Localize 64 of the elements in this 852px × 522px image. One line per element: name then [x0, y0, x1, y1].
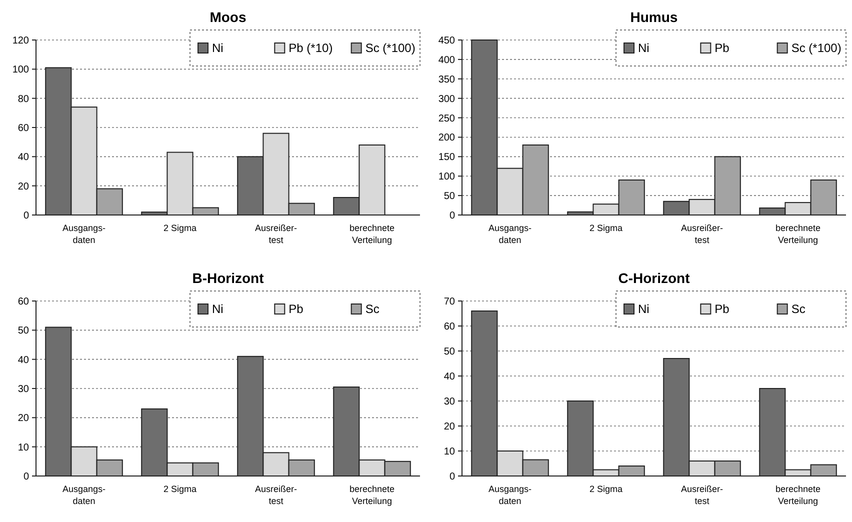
- y-tick-label: 50: [444, 191, 456, 202]
- y-tick-label: 250: [438, 113, 456, 124]
- y-tick-label: 50: [444, 346, 456, 358]
- y-tick-label: 0: [23, 210, 30, 222]
- legend-label: Sc (*100): [365, 41, 416, 56]
- legend-label: Pb: [714, 41, 730, 56]
- y-tick-label: 40: [18, 354, 30, 366]
- y-tick-label: 60: [444, 322, 456, 332]
- y-tick-label: 0: [23, 472, 30, 482]
- y-tick-label: 10: [18, 442, 30, 454]
- y-tick-label: 30: [18, 384, 30, 395]
- y-tick-label: 300: [438, 94, 456, 105]
- legend-label: Pb: [288, 302, 304, 316]
- y-tick-label: 400: [438, 54, 456, 66]
- y-tick-label: 60: [18, 123, 30, 134]
- x-tick-label: berechnete Verteilung: [349, 484, 395, 506]
- x-tick-label: Ausreißer- test: [680, 223, 724, 245]
- legend-label: Sc: [791, 302, 806, 316]
- x-tick-label: 2 Sigma: [589, 223, 623, 233]
- y-tick-label: 100: [12, 64, 30, 76]
- legend-label: Ni: [212, 41, 224, 56]
- y-tick-label: 0: [449, 210, 456, 222]
- legend-label: Sc: [365, 302, 380, 316]
- legend-label: Pb (*10): [288, 41, 333, 56]
- legend-label: Ni: [638, 302, 650, 316]
- x-tick-label: berechnete Verteilung: [349, 223, 395, 245]
- y-tick-label: 20: [18, 413, 30, 424]
- y-tick-label: 80: [18, 94, 30, 105]
- x-tick-label: 2 Sigma: [163, 223, 197, 233]
- x-tick-label: 2 Sigma: [163, 484, 197, 494]
- x-tick-label: Ausgangs- daten: [488, 484, 532, 506]
- y-tick-label: 200: [438, 132, 456, 144]
- y-tick-label: 120: [12, 36, 30, 46]
- legend-label: Ni: [638, 41, 650, 56]
- y-tick-label: 20: [18, 181, 30, 192]
- y-tick-label: 0: [449, 472, 456, 482]
- y-tick-label: 20: [444, 422, 456, 432]
- x-tick-label: berechnete Verteilung: [775, 484, 821, 506]
- x-tick-label: Ausgangs- daten: [62, 223, 106, 245]
- y-tick-label: 30: [444, 396, 456, 408]
- legend-label: Sc (*100): [791, 41, 842, 56]
- y-tick-label: 60: [18, 296, 30, 308]
- y-tick-label: 40: [18, 152, 30, 164]
- x-tick-label: Ausreißer- test: [254, 484, 298, 506]
- chart-title: Moos: [210, 9, 246, 25]
- chart-title: Humus: [630, 9, 678, 25]
- x-tick-label: Ausreißer- test: [680, 484, 724, 506]
- y-tick-label: 450: [438, 36, 456, 46]
- x-tick-label: Ausreißer- test: [254, 223, 298, 245]
- x-tick-label: Ausgangs- daten: [488, 223, 532, 245]
- x-tick-label: berechnete Verteilung: [775, 223, 821, 245]
- y-tick-label: 350: [438, 74, 456, 86]
- y-tick-label: 100: [438, 172, 456, 183]
- y-tick-label: 40: [444, 372, 456, 382]
- chart-title: C-Horizont: [618, 270, 690, 286]
- x-tick-label: Ausgangs- daten: [62, 484, 106, 506]
- chart-title: B-Horizont: [192, 270, 264, 286]
- x-tick-label: 2 Sigma: [589, 484, 623, 494]
- y-tick-label: 50: [18, 326, 30, 337]
- legend-label: Pb: [714, 302, 730, 316]
- y-tick-label: 10: [444, 446, 456, 458]
- y-tick-label: 150: [438, 152, 456, 164]
- legend-label: Ni: [212, 302, 224, 316]
- y-tick-label: 70: [444, 296, 456, 308]
